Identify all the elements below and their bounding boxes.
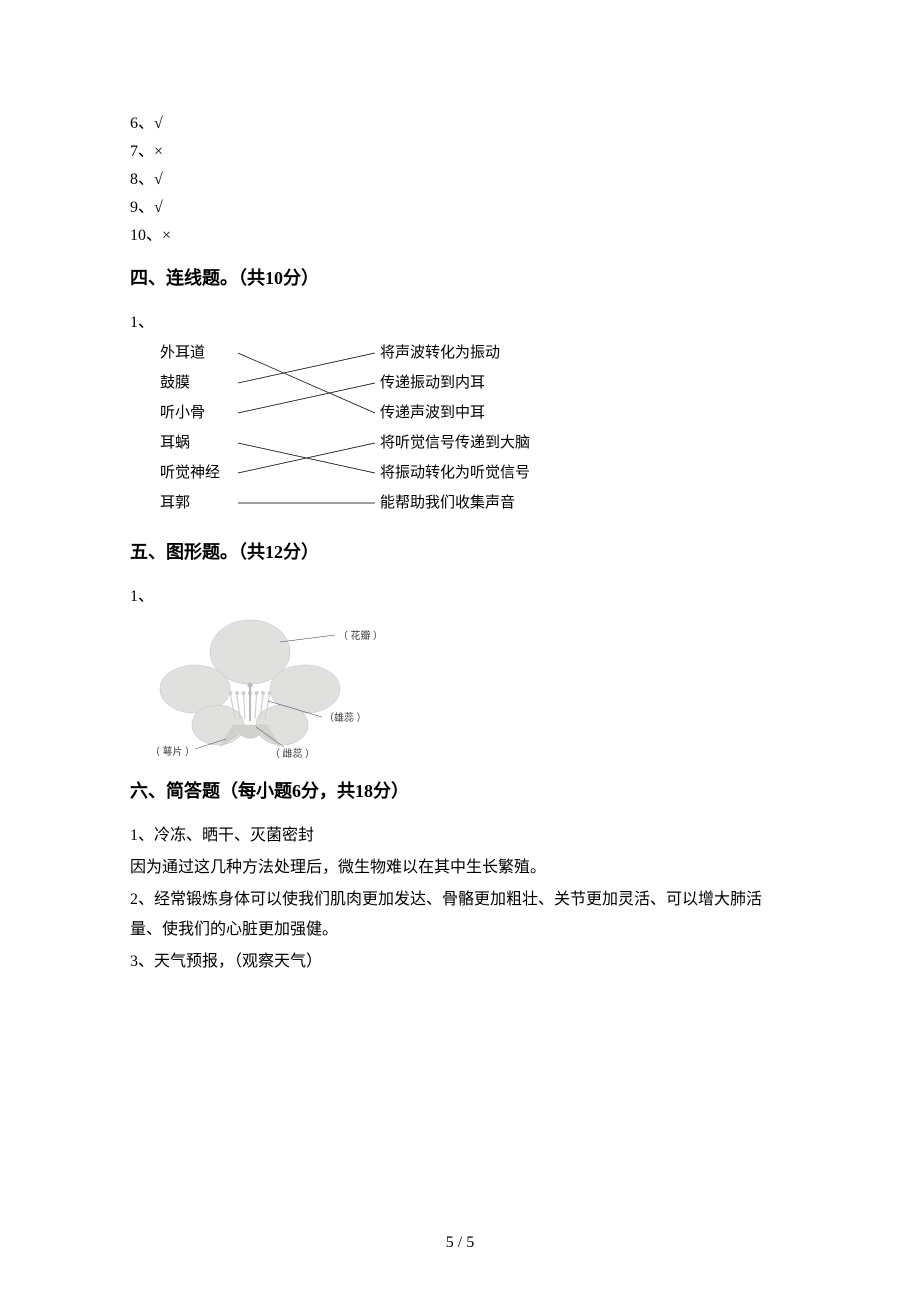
section6-answer: 3、天气预报，（观察天气） <box>130 947 790 977</box>
tf-mark: √ <box>154 199 163 216</box>
section6-answer: 因为通过这几种方法处理后，微生物难以在其中生长繁殖。 <box>130 853 790 883</box>
section4-heading: 四、连线题。（共10分） <box>130 264 790 290</box>
tf-answer-row: 7、× <box>130 138 790 166</box>
tf-answer-row: 9、√ <box>130 194 790 222</box>
section6-answer: 2、经常锻炼身体可以使我们肌肉更加发达、骨骼更加粗壮、关节更加灵活、可以增大肺活… <box>130 885 790 945</box>
matching-diagram: 外耳道 鼓膜 听小骨 耳蜗 听觉神经 耳郭 将声波转化为振动 传递振动到内耳 传… <box>160 338 560 518</box>
tf-num: 6 <box>130 115 138 132</box>
svg-text:（雄蕊 ）: （雄蕊 ） <box>324 711 367 724</box>
section6-answer: 1、冷冻、晒干、灭菌密封 <box>130 821 790 851</box>
tf-mark: × <box>162 227 171 244</box>
svg-text:（ 萼片 ）: （ 萼片 ） <box>150 745 195 758</box>
tf-mark: √ <box>154 115 163 132</box>
svg-text:（ 花瓣 ）: （ 花瓣 ） <box>338 629 383 642</box>
svg-text:（ 雌蕊 ）: （ 雌蕊 ） <box>270 747 315 760</box>
tf-num: 10 <box>130 227 146 244</box>
tf-mark: √ <box>154 171 163 188</box>
tf-num: 9 <box>130 199 138 216</box>
tf-answer-row: 10、× <box>130 222 790 250</box>
tf-mark: × <box>154 143 163 160</box>
flower-diagram: （ 花瓣 ） （雄蕊 ） （ 雌蕊 ） （ 萼片 ） <box>145 612 790 767</box>
tf-num: 7 <box>130 143 138 160</box>
section6-heading: 六、简答题（每小题6分，共18分） <box>130 777 790 803</box>
section5-item-num: 1、 <box>130 582 790 606</box>
tf-num: 8 <box>130 171 138 188</box>
tf-answer-list: 6、√ 7、× 8、√ 9、√ 10、× <box>130 110 790 250</box>
section5-heading: 五、图形题。（共12分） <box>130 538 790 564</box>
section4-item-num: 1、 <box>130 308 790 332</box>
tf-answer-row: 6、√ <box>130 110 790 138</box>
tf-answer-row: 8、√ <box>130 166 790 194</box>
page-number: 5 / 5 <box>0 1234 920 1252</box>
matching-lines <box>160 338 560 518</box>
